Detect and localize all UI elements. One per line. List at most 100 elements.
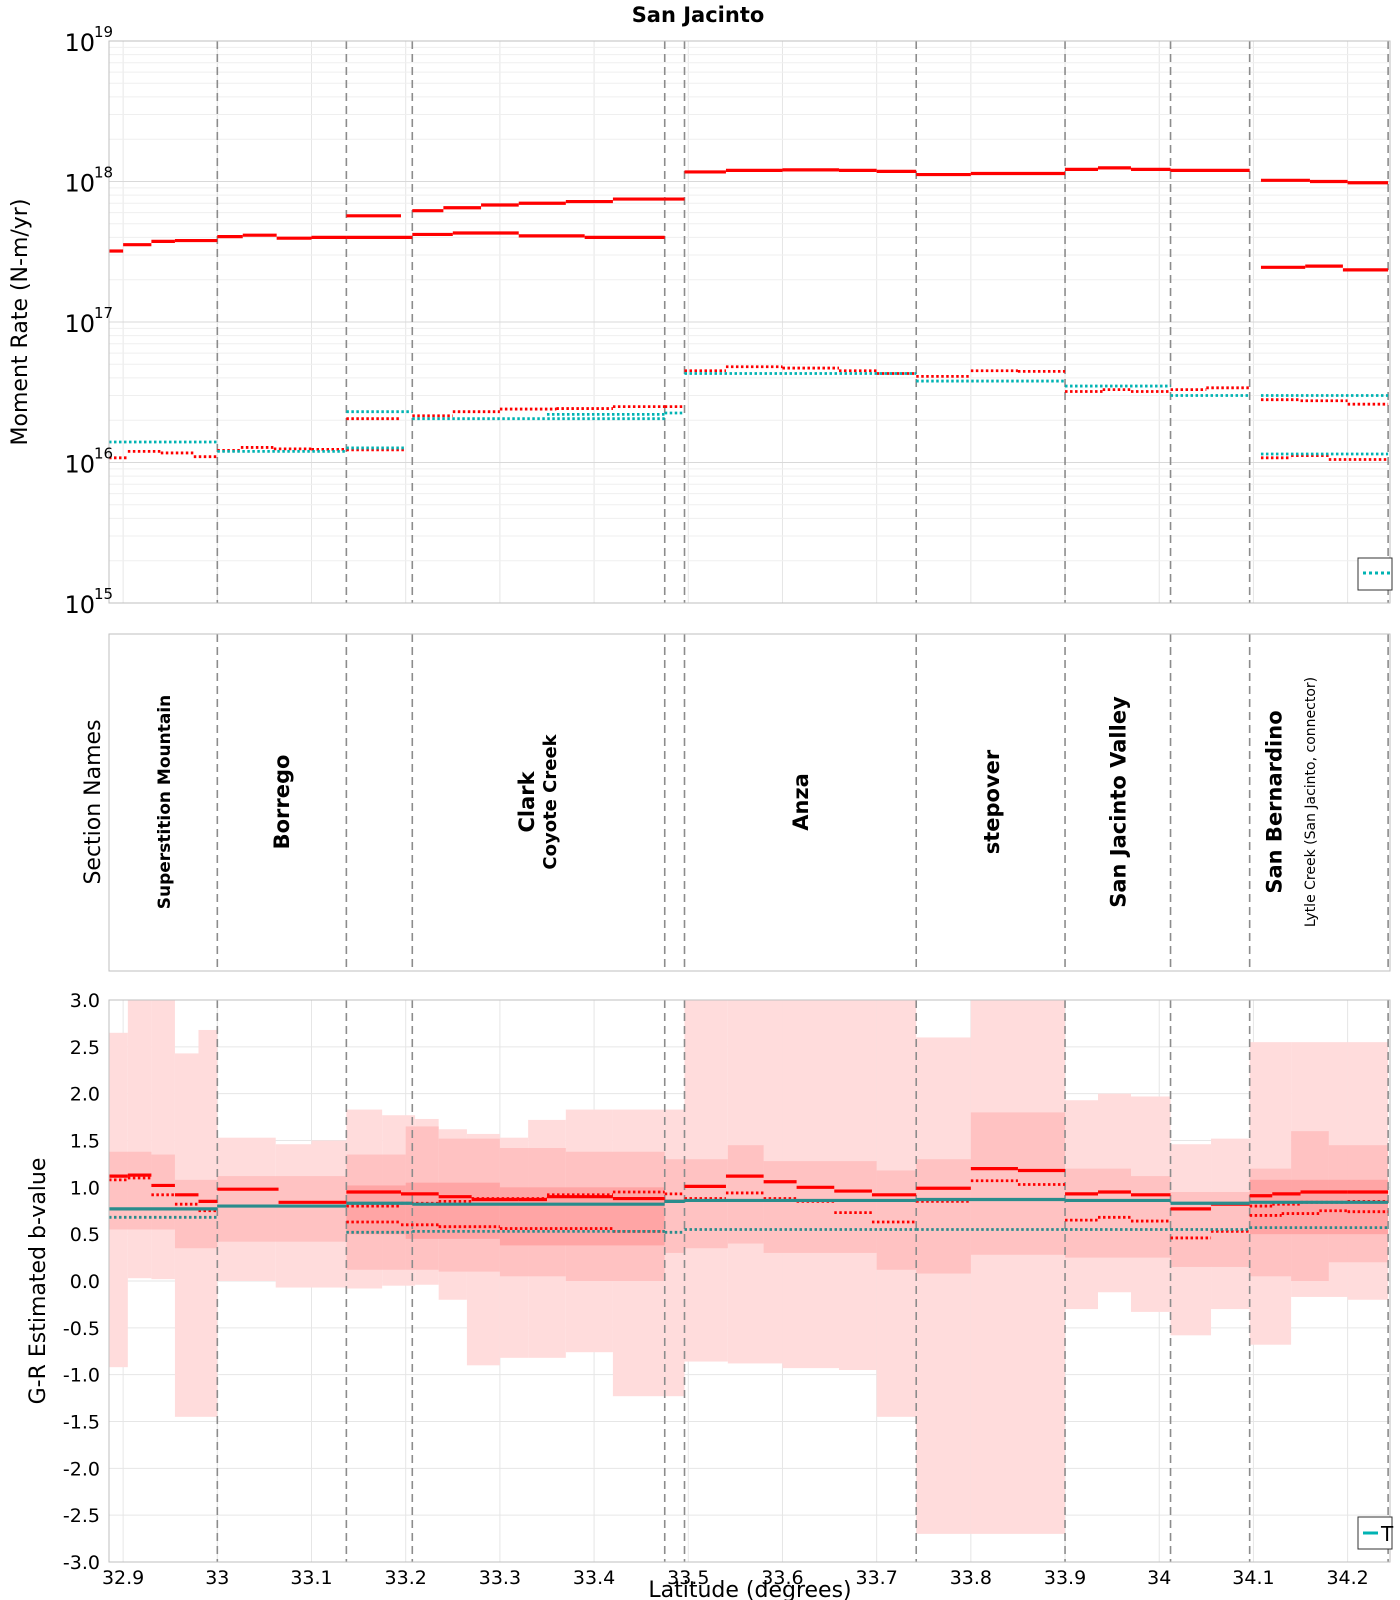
moment-panel-frame	[108, 40, 1391, 604]
bvalue-band-rect	[763, 1161, 877, 1253]
bvalue-band-rect	[664, 1159, 685, 1253]
section-name: Anza	[789, 773, 813, 831]
bvalue-y-tick-label: -2.5	[63, 1505, 100, 1527]
moment-series-teal-dotted	[109, 372, 1389, 456]
moment-series-red-solid-lower	[346, 231, 1389, 272]
section-name-line: San Bernardino	[1263, 710, 1287, 893]
names-y-axis-label: Section Names	[81, 719, 106, 884]
moment-series-red-solid-upper	[109, 166, 1389, 253]
moment-series	[109, 166, 1389, 461]
section-name-line: Clark	[515, 770, 539, 832]
moment-y-tick-base: 10	[64, 310, 95, 338]
bvalue-y-tick-label: -1.0	[63, 1365, 100, 1387]
bvalue-series-teal-dotted	[109, 1204, 1389, 1234]
moment-legend[interactable]	[1357, 557, 1393, 591]
bvalue-band-rect	[1130, 1176, 1171, 1258]
moment-y-tick-exponent: 18	[94, 164, 113, 182]
bvalue-y-tick-label: -1.5	[63, 1412, 100, 1434]
bvalue-y-axis-label: G-R Estimated b-value	[26, 1158, 51, 1405]
moment-y-tick-base: 10	[64, 451, 95, 479]
moment-y-tick-exponent: 16	[94, 445, 113, 463]
bvalue-panel-frame	[108, 999, 1391, 1563]
bvalue-band-rect	[1065, 1168, 1131, 1258]
section-name: Lytle Creek (San Jacinto, connector)	[1303, 677, 1319, 927]
bvalue-band-rect	[916, 1159, 971, 1274]
bvalue-band-rect	[876, 1170, 917, 1270]
bvalue-y-tick-label: 0.0	[70, 1271, 100, 1293]
bvalue-y-tick-label: -2.0	[63, 1458, 100, 1480]
moment-series-red-dotted	[109, 365, 1389, 461]
x-axis-ticks: 32.9 33 33.1 33.2 33.3 33.4 33.5 33.6 33.7 33.8 33…	[102, 1567, 1369, 1589]
bvalue-band-rect	[151, 1154, 175, 1230]
x-tick-label: 32.9	[102, 1567, 144, 1589]
moment-y-tick-exponent: 17	[94, 304, 113, 322]
x-tick-label: 34	[1147, 1567, 1171, 1589]
section-name: stepover	[980, 749, 1004, 854]
bvalue-legend-label: T	[1380, 1522, 1394, 1546]
section-name-line: stepover	[980, 749, 1004, 854]
x-tick-label: 34.2	[1326, 1567, 1368, 1589]
moment-y-tick: 10 15	[64, 585, 113, 619]
bvalue-y-tick-label: 3.0	[70, 990, 100, 1012]
x-tick-label: 33.2	[385, 1567, 427, 1589]
bvalue-y-tick-label: 1.0	[70, 1177, 100, 1199]
bvalue-band-rect	[405, 1182, 500, 1239]
bvalue-y-tick-label: 2.5	[70, 1037, 100, 1059]
bvalue-series-teal-solid	[109, 1197, 1389, 1211]
names-panel-frame	[108, 633, 1391, 972]
section-name-line: Coyote Creek	[540, 733, 561, 869]
x-tick-label: 33.5	[667, 1567, 709, 1589]
bvalue-series-red-solid	[109, 1166, 1389, 1211]
bvalue-y-tick-label: 2.0	[70, 1084, 100, 1106]
x-axis-label: Latitude (degrees)	[648, 1578, 851, 1600]
bvalue-y-tick-label: -3.0	[63, 1552, 100, 1574]
bvalue-y-tick-label: 0.5	[70, 1224, 100, 1246]
bvalue-panel: 3.0 2.5 2.0 1.5 1.0 0.5 0.0 -0.5 -1.0 -1.5 -2.0 -2.…	[26, 990, 1394, 1600]
x-tick-label: 33.4	[573, 1567, 615, 1589]
bvalue-band-rect	[174, 1179, 218, 1249]
chart-title: San Jacinto	[632, 3, 765, 27]
bvalue-y-ticks: 3.0 2.5 2.0 1.5 1.0 0.5 0.0 -0.5 -1.0 -1.5 -2.0 -2.…	[63, 990, 100, 1574]
bvalue-band-rect	[217, 1176, 347, 1242]
moment-y-tick-exponent: 15	[94, 585, 113, 603]
bvalue-series	[109, 1166, 1389, 1240]
section-name: Borrego	[270, 755, 294, 850]
moment-y-tick: 10 16	[64, 445, 113, 479]
names-panel: Section Names Superstition Mountain Borre…	[81, 633, 1391, 972]
section-name-line: San Jacinto Valley	[1106, 696, 1130, 908]
names-section-dividers	[216, 634, 1389, 971]
bvalue-band-rect	[727, 1145, 764, 1244]
moment-section-dividers	[216, 41, 1389, 603]
section-name-line: Anza	[789, 773, 813, 831]
moment-y-tick-base: 10	[64, 29, 95, 57]
section-name: Superstition Mountain	[155, 695, 175, 909]
moment-y-tick: 10 19	[64, 23, 113, 57]
x-tick-label: 33	[205, 1567, 229, 1589]
bvalue-section-dividers	[216, 1000, 1389, 1562]
moment-y-tick-base: 10	[64, 591, 95, 619]
moment-y-tick-base: 10	[64, 170, 95, 198]
section-name-line: Superstition Mountain	[155, 695, 175, 909]
x-tick-label: 34.1	[1232, 1567, 1274, 1589]
names-panel-background	[109, 634, 1390, 971]
section-name-line: Borrego	[270, 755, 294, 850]
bvalue-band-rect	[1249, 1179, 1389, 1235]
section-name: San Jacinto Valley	[1106, 696, 1130, 908]
bvalue-y-tick-label: -0.5	[63, 1318, 100, 1340]
bvalue-band-rect	[970, 1000, 1066, 1534]
bvalue-legend[interactable]: T	[1357, 1516, 1394, 1550]
x-tick-label: 33.9	[1044, 1567, 1086, 1589]
bvalue-y-tick-label: 1.5	[70, 1131, 100, 1153]
x-tick-label: 33.3	[479, 1567, 521, 1589]
x-tick-label: 33.7	[856, 1567, 898, 1589]
moment-y-tick: 10 18	[64, 164, 113, 198]
section-name: Clark Coyote Creek	[515, 733, 561, 869]
section-name-labels: Superstition Mountain Borrego Clark Coyote …	[155, 677, 1319, 927]
bvalue-bands	[109, 1000, 1389, 1534]
bvalue-band-rect	[684, 1159, 728, 1249]
bvalue-band-rect	[916, 1037, 971, 1534]
x-tick-label: 33.8	[950, 1567, 992, 1589]
